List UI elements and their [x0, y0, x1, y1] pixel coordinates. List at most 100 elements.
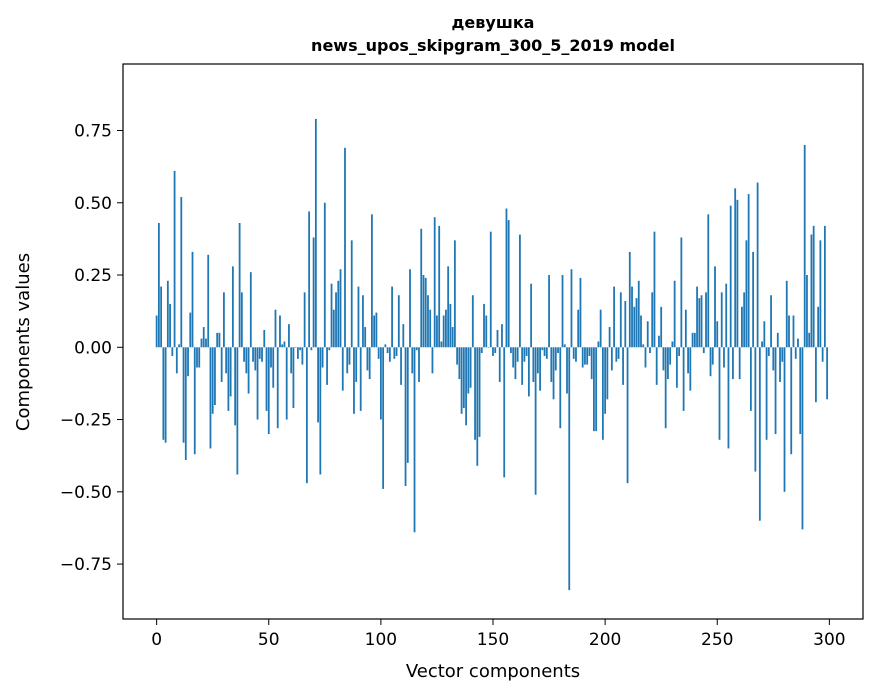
bar-component-97 — [373, 315, 376, 348]
bar-component-254 — [725, 283, 728, 348]
bar-component-161 — [516, 347, 519, 362]
bar-component-77 — [328, 347, 331, 351]
bar-component-144 — [478, 347, 481, 437]
bar-component-133 — [453, 240, 456, 348]
bar-component-131 — [449, 303, 452, 348]
bar-component-11 — [180, 196, 183, 348]
bar-component-265 — [749, 347, 752, 411]
bar-component-119 — [422, 275, 425, 348]
bar-component-80 — [335, 292, 337, 348]
bar-component-71 — [314, 118, 317, 348]
bar-component-172 — [541, 347, 544, 351]
bar-component-259 — [736, 199, 739, 348]
bar-component-1 — [157, 222, 160, 348]
bar-component-156 — [505, 208, 508, 348]
bar-component-5 — [166, 280, 169, 348]
bar-component-8 — [173, 170, 176, 348]
bar-component-264 — [747, 194, 750, 348]
bar-component-122 — [429, 309, 432, 348]
x-tick-label: 300 — [813, 630, 845, 650]
bar-component-260 — [738, 347, 741, 380]
bar-component-148 — [487, 347, 490, 348]
bar-component-70 — [312, 237, 315, 348]
bar-component-136 — [460, 347, 463, 414]
bar-component-257 — [732, 347, 734, 380]
bar-component-262 — [743, 292, 746, 348]
bar-component-246 — [707, 214, 710, 348]
bar-component-73 — [319, 347, 322, 475]
bar-component-78 — [330, 283, 333, 348]
bar-component-69 — [310, 347, 313, 351]
bar-component-56 — [281, 344, 284, 348]
bar-component-274 — [770, 295, 772, 348]
bar-component-154 — [501, 324, 503, 348]
bar-component-281 — [785, 280, 788, 348]
bar-component-228 — [667, 347, 669, 380]
bar-component-210 — [626, 347, 629, 484]
bar-component-95 — [368, 347, 371, 380]
bar-component-201 — [606, 347, 609, 400]
bar-component-250 — [716, 321, 719, 348]
bar-component-162 — [519, 234, 521, 348]
bar-component-43 — [252, 347, 254, 362]
bar-component-202 — [608, 327, 611, 348]
chart-title: девушка — [452, 13, 535, 32]
chart-subtitle: news_upos_skipgram_300_5_2019 model — [311, 36, 675, 55]
bar-component-247 — [709, 347, 712, 377]
bar-component-292 — [810, 234, 813, 348]
bar-component-287 — [799, 347, 802, 434]
bar-component-51 — [270, 347, 272, 368]
bar-component-244 — [702, 347, 705, 354]
bar-component-268 — [756, 182, 759, 348]
bar-component-222 — [653, 231, 656, 348]
bar-component-229 — [669, 347, 672, 365]
y-tick-label: 0.00 — [74, 338, 112, 358]
bar-component-54 — [276, 347, 279, 429]
bar-component-171 — [539, 347, 541, 391]
bar-component-217 — [642, 344, 645, 348]
bar-component-204 — [613, 286, 615, 348]
bar-component-62 — [294, 347, 297, 348]
bar-component-40 — [245, 347, 248, 374]
bar-component-59 — [288, 324, 290, 348]
bar-component-125 — [436, 315, 438, 348]
bar-component-33 — [229, 347, 232, 397]
bar-component-113 — [409, 269, 411, 348]
bar-component-19 — [198, 347, 201, 368]
bar-component-152 — [496, 329, 499, 348]
bar-component-189 — [579, 277, 582, 348]
bar-component-286 — [797, 338, 799, 348]
bar-component-184 — [568, 347, 571, 591]
bar-component-135 — [458, 347, 461, 380]
bar-component-52 — [272, 347, 275, 388]
bar-component-58 — [285, 347, 288, 420]
bar-component-99 — [377, 347, 380, 359]
bar-component-168 — [532, 347, 535, 382]
y-tick-label: 0.25 — [74, 266, 112, 286]
bar-component-261 — [741, 306, 743, 348]
bar-component-134 — [456, 347, 459, 365]
bar-component-91 — [359, 347, 362, 411]
bar-component-53 — [274, 309, 277, 348]
bar-component-225 — [660, 306, 663, 348]
bar-component-230 — [671, 341, 674, 348]
bar-component-282 — [788, 315, 790, 348]
bar-component-50 — [267, 347, 270, 434]
bar-component-181 — [561, 275, 564, 348]
bar-component-166 — [527, 347, 530, 397]
bar-component-22 — [205, 338, 207, 348]
bar-component-13 — [184, 347, 187, 461]
bar-component-7 — [171, 347, 174, 356]
bar-component-101 — [382, 347, 385, 489]
bar-component-15 — [189, 312, 192, 348]
bar-component-57 — [283, 341, 286, 348]
x-tick-label: 50 — [258, 630, 280, 650]
bar-component-275 — [772, 347, 775, 371]
bar-component-188 — [577, 309, 580, 348]
bar-component-284 — [792, 315, 795, 348]
bar-component-61 — [292, 347, 295, 408]
bar-component-72 — [317, 347, 319, 423]
bar-component-126 — [438, 225, 441, 348]
bar-component-193 — [588, 347, 591, 356]
